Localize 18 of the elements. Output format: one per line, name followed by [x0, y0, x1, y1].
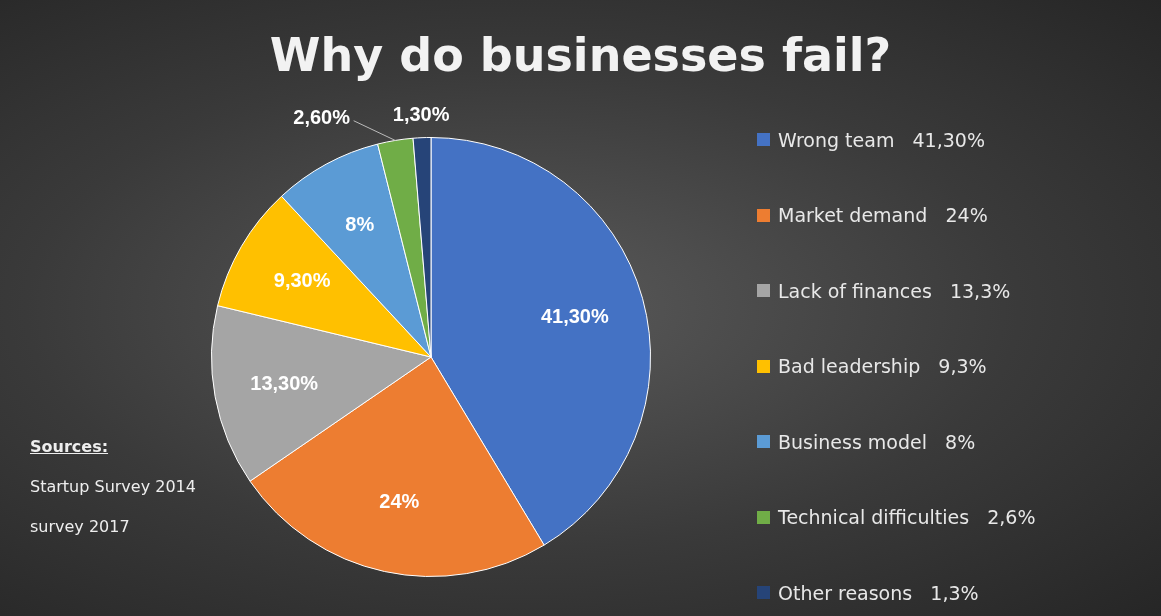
source-note: Sources:: [30, 436, 110, 458]
data-label: 2,60%: [293, 106, 351, 129]
legend-label: Market demand 24%: [778, 204, 988, 227]
data-label: 24%: [379, 490, 420, 513]
chart-title: Why do businesses fail?: [268, 28, 893, 82]
legend-label: Business model 8%: [778, 430, 976, 453]
legend-label: Technical difficulties 2,6%: [778, 506, 1036, 529]
legend-label: Other reasons 1,3%: [778, 581, 979, 604]
data-label: 41,30%: [540, 304, 609, 327]
text: Startup Survey 2014: [30, 476, 196, 498]
data-label: 1,30%: [392, 103, 450, 126]
data-label: 9,30%: [273, 269, 331, 292]
legend-label: Bad leadership 9,3%: [778, 355, 987, 378]
data-label: 8%: [345, 213, 375, 236]
text: survey 2017: [30, 516, 131, 538]
slice-label: Wrong team 41,30%: [778, 128, 985, 151]
legend-label: Lack of finances 13,3%: [778, 279, 1011, 302]
data-label: 13,30%: [250, 371, 319, 394]
